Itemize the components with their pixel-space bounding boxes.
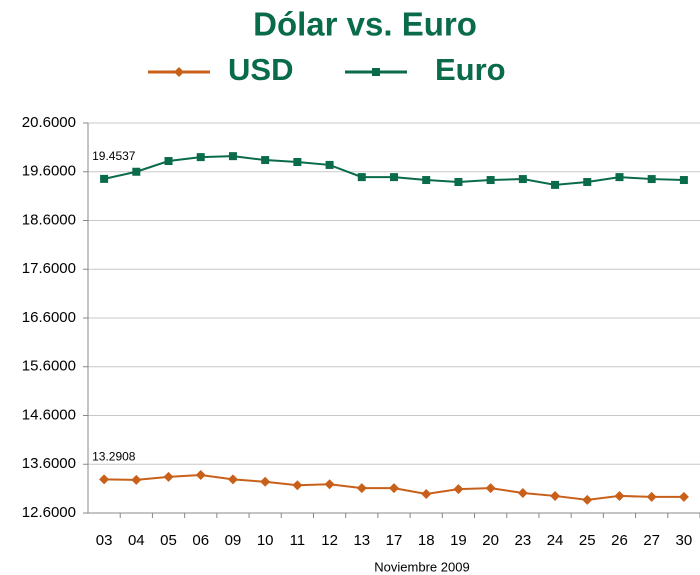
data-point xyxy=(356,483,367,494)
data-point xyxy=(453,484,464,495)
x-tick-label: 26 xyxy=(611,532,628,549)
data-point xyxy=(293,158,302,166)
data-point xyxy=(100,174,109,183)
data-point xyxy=(421,488,432,499)
data-point xyxy=(486,176,495,185)
data-point xyxy=(357,173,366,182)
x-tick-label: 04 xyxy=(128,532,145,549)
x-axis-title: Noviembre 2009 xyxy=(374,559,469,574)
data-point xyxy=(228,152,237,161)
data-point xyxy=(261,156,270,165)
data-point xyxy=(131,474,142,485)
x-tick-label: 12 xyxy=(321,532,338,549)
x-tick-label: 05 xyxy=(160,532,177,549)
legend-marker xyxy=(372,68,380,76)
data-point xyxy=(647,175,656,184)
x-tick-label: 24 xyxy=(547,532,564,549)
chart-title: Dólar vs. Euro xyxy=(253,6,477,43)
data-point xyxy=(227,474,238,485)
y-tick-label: 13.6000 xyxy=(22,455,76,472)
x-tick-label: 10 xyxy=(257,532,274,549)
data-point xyxy=(614,490,625,501)
y-tick-label: 14.6000 xyxy=(22,406,76,423)
data-point xyxy=(292,480,303,491)
y-tick-label: 19.6000 xyxy=(22,163,76,180)
data-point xyxy=(260,476,271,487)
data-point xyxy=(132,167,141,176)
y-tick-label: 15.6000 xyxy=(22,358,76,375)
data-point xyxy=(646,491,657,502)
data-point xyxy=(583,177,592,186)
x-tick-label: 27 xyxy=(643,532,660,549)
y-tick-label: 17.6000 xyxy=(22,260,76,277)
data-point xyxy=(422,176,431,185)
x-tick-label: 06 xyxy=(192,532,209,549)
x-tick-label: 20 xyxy=(482,532,499,549)
x-tick-label: 30 xyxy=(676,532,693,549)
y-tick-label: 12.6000 xyxy=(22,504,76,521)
data-point xyxy=(99,474,110,485)
legend-marker xyxy=(174,67,184,77)
data-point xyxy=(325,160,334,169)
data-point xyxy=(324,479,335,490)
data-label: 19.4537 xyxy=(92,149,136,163)
data-point xyxy=(196,153,205,162)
data-point xyxy=(164,157,173,166)
x-tick-label: 23 xyxy=(514,532,531,549)
data-point xyxy=(679,176,688,185)
data-point xyxy=(163,471,174,482)
x-tick-label: 17 xyxy=(386,532,403,549)
data-point xyxy=(615,173,624,182)
data-point xyxy=(454,177,463,186)
data-point xyxy=(517,488,528,499)
legend-label: USD xyxy=(228,52,293,87)
x-tick-label: 11 xyxy=(290,532,306,549)
data-point xyxy=(518,175,527,184)
data-point xyxy=(678,491,689,502)
data-point xyxy=(389,483,399,494)
data-point xyxy=(390,173,398,182)
x-tick-label: 18 xyxy=(418,532,435,549)
data-point xyxy=(551,180,560,189)
legend-label: Euro xyxy=(435,52,506,87)
data-point xyxy=(582,494,593,505)
x-tick-label: 13 xyxy=(353,532,370,549)
data-point xyxy=(195,469,206,480)
x-tick-label: 09 xyxy=(225,532,242,549)
data-point xyxy=(550,490,561,501)
data-point xyxy=(485,483,496,494)
x-tick-label: 19 xyxy=(450,532,467,549)
x-tick-label: 03 xyxy=(96,532,113,549)
x-tick-label: 25 xyxy=(579,532,596,549)
y-tick-label: 18.6000 xyxy=(22,211,76,228)
y-tick-label: 16.6000 xyxy=(22,309,76,326)
y-tick-label: 20.6000 xyxy=(22,114,76,131)
data-label: 13.2908 xyxy=(92,449,136,463)
